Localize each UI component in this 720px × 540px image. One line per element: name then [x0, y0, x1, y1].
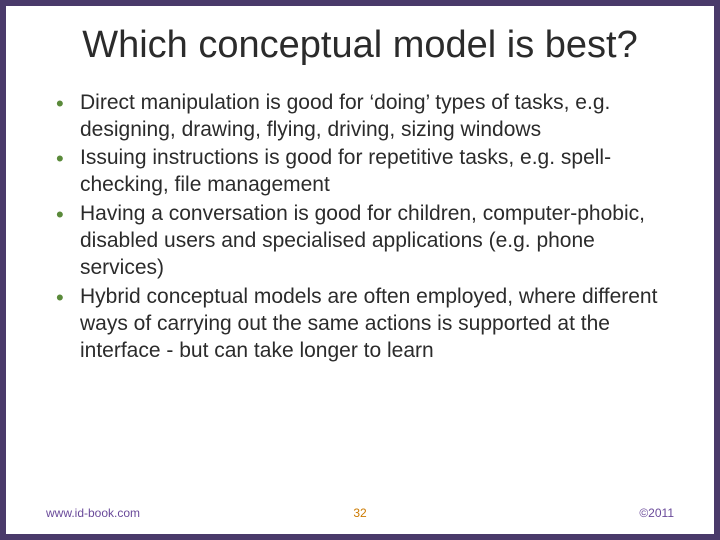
list-item: Direct manipulation is good for ‘doing’ … [54, 90, 674, 144]
footer-copyright: ©2011 [639, 506, 674, 520]
slide: Which conceptual model is best? Direct m… [0, 0, 720, 540]
list-item: Hybrid conceptual models are often emplo… [54, 284, 674, 365]
list-item: Having a conversation is good for childr… [54, 201, 674, 282]
bullet-list: Direct manipulation is good for ‘doing’ … [46, 90, 674, 496]
list-item: Issuing instructions is good for repetit… [54, 145, 674, 199]
footer-url: www.id-book.com [46, 506, 140, 520]
footer-page-number: 32 [353, 506, 366, 520]
footer-wrap: www.id-book.com 32 ©2011 [46, 506, 674, 520]
slide-footer: www.id-book.com 32 ©2011 [46, 506, 674, 520]
slide-title: Which conceptual model is best? [46, 24, 674, 68]
